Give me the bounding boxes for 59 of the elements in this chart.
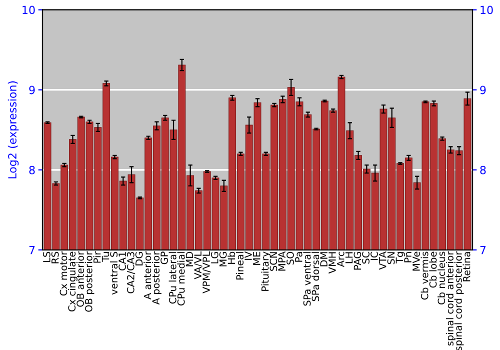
x-tick-label: CA1 <box>118 252 126 270</box>
x-tick-label: VA/VL <box>194 251 202 280</box>
x-tick-label: IC <box>370 252 378 260</box>
x-tick-label: Pineal <box>236 252 244 280</box>
x-tick-label: Cb lobe <box>429 252 437 288</box>
x-tick-label: OB posterior <box>84 251 94 312</box>
x-tick-label: Pa <box>295 252 302 262</box>
x-tick-label: A posterior <box>152 251 162 305</box>
x-tick-label: Cx motor <box>60 251 68 296</box>
x-tick-label: RS <box>51 252 59 264</box>
x-tick-label: LS <box>43 252 50 262</box>
x-tick-label: VMH <box>328 252 336 274</box>
x-tick-label: CPu medial <box>177 252 185 306</box>
y-tick-label: 7 <box>29 246 35 254</box>
y2-tick-label: 10 <box>480 6 493 14</box>
x-tick-label: spinal cord anterior <box>446 251 456 346</box>
x-tick-label: DG <box>135 252 143 266</box>
x-tick-label: A anterior <box>144 251 152 300</box>
x-tick-label: SN <box>387 252 395 264</box>
y2-tick-label: 7 <box>480 246 486 254</box>
x-tick-label: CA2/CA3 <box>126 252 136 294</box>
x-tick-label: Cx cingulate <box>68 252 78 312</box>
y2-tick-label: 9 <box>480 86 486 94</box>
x-tick-label: Cb nucleus <box>438 252 446 304</box>
x-tick-label: MD <box>186 252 193 266</box>
x-tick-label: OB anterior <box>76 251 84 307</box>
x-tick-label: Hb <box>228 252 236 264</box>
x-tick-label: SPa dorsal <box>312 252 320 302</box>
x-tick-label: IV <box>244 251 252 260</box>
y-tick-label: 8 <box>29 166 35 174</box>
x-tick-label: Tg <box>396 252 405 264</box>
x-tick-label: SO <box>286 252 294 264</box>
x-tick-label: PAG <box>354 252 362 270</box>
x-tick-label: LG <box>210 252 218 264</box>
x-tick-label: Arc <box>337 252 344 267</box>
x-tick-label: SC <box>362 252 370 264</box>
y-axis-title: Log2 (expression) <box>8 81 19 178</box>
x-tick-label: Pn <box>404 252 412 262</box>
x-tick-label: ventral S <box>110 252 118 295</box>
y-tick-label: 10 <box>22 6 35 14</box>
y2-tick-label: 8 <box>480 166 486 174</box>
x-tick-label: LH <box>345 252 353 264</box>
x-tick-label: MPA <box>278 251 286 271</box>
x-tick-label: DM <box>320 252 328 266</box>
x-tick-label: SPa ventral <box>303 252 311 306</box>
x-tick-label: VPM/VPL <box>202 251 211 294</box>
x-tick-label: CPu lateral <box>168 252 176 304</box>
x-tick-label: GP <box>160 252 168 264</box>
x-tick-label: VTA <box>379 251 386 270</box>
x-tick-label: Tu <box>102 252 110 262</box>
x-tick-label: SCN <box>270 252 278 271</box>
x-tick-label: Pir <box>93 251 101 263</box>
x-tick-label: Cb vermis <box>420 252 428 300</box>
y-tick-label: 9 <box>29 86 35 94</box>
x-tick-label: Pituitary <box>261 252 271 291</box>
x-tick-label: MVe <box>412 252 420 271</box>
x-tick-label: Retina <box>462 252 470 282</box>
x-tick-label: ME <box>253 252 260 265</box>
x-tick-label: MG <box>219 252 227 266</box>
